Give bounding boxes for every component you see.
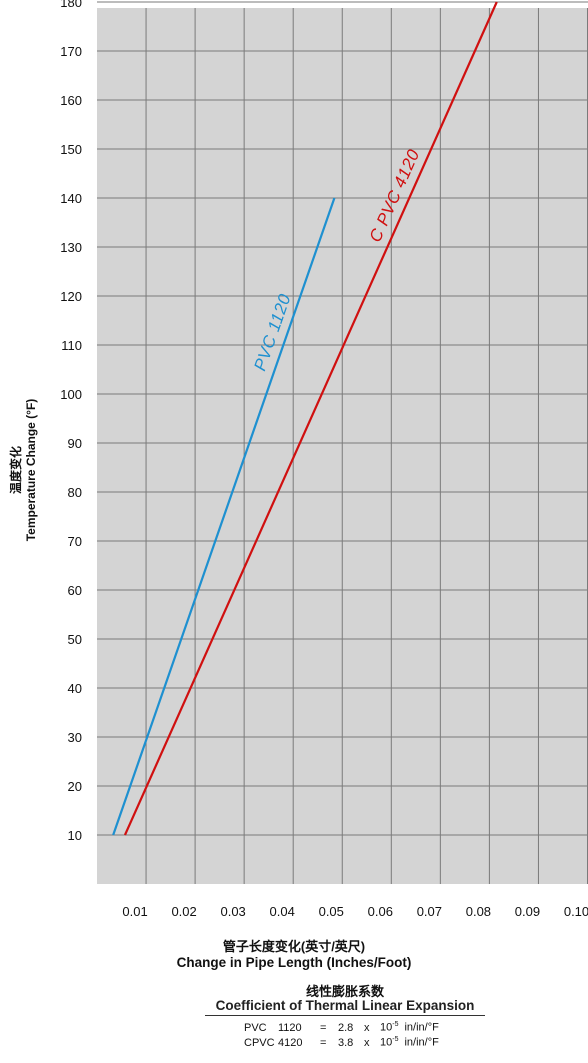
- coef-equals: =: [320, 1036, 327, 1049]
- coef-material: CPVC: [244, 1036, 275, 1049]
- y-tick-labels: 10 20 30 40 50 60 70 80 90 100 110 120 130 140 150 160 1…: [60, 0, 82, 843]
- coef-unit: in/in/°F: [404, 1021, 439, 1034]
- y-tick-label: 10: [68, 828, 82, 843]
- coefficient-title: Coefficient of Thermal Linear Expansion: [205, 998, 485, 1016]
- coefficient-row-cpvc: CPVC 4120 = 3.8 x 10-5 in/in/°F: [244, 1036, 439, 1049]
- coef-base: 10: [380, 1021, 393, 1034]
- y-tick-label: 80: [68, 485, 82, 500]
- y-axis-label-cn: 温度变化: [8, 446, 23, 494]
- coefficient-row-pvc: PVC 1120 = 2.8 x 10-5 in/in/°F: [244, 1021, 439, 1034]
- x-tick-label: 0.08: [466, 904, 491, 919]
- x-axis-label-en: Change in Pipe Length (Inches/Foot): [176, 955, 412, 970]
- y-axis-label-en: Temperature Change (°F): [24, 399, 38, 542]
- x-tick-label: 0.02: [171, 904, 196, 919]
- coef-value: 2.8: [338, 1021, 354, 1034]
- coef-times: x: [364, 1021, 370, 1034]
- series-line: [112, 197, 336, 836]
- x-tick-label: 0.01: [122, 904, 147, 919]
- coef-material: PVC: [244, 1021, 267, 1034]
- x-tick-label: 0.06: [368, 904, 393, 919]
- coef-times: x: [364, 1036, 370, 1049]
- coef-exponent: -5: [392, 1036, 399, 1043]
- y-tick-label: 100: [60, 387, 82, 402]
- x-tick-label: 0.10: [564, 904, 588, 919]
- y-tick-label: 170: [60, 44, 82, 59]
- y-tick-label: 90: [68, 436, 82, 451]
- y-tick-label: 30: [68, 730, 82, 745]
- y-tick-label: 120: [60, 289, 82, 304]
- y-tick-label: 150: [60, 142, 82, 157]
- y-tick-label: 60: [68, 583, 82, 598]
- coef-grade: 4120: [278, 1036, 303, 1049]
- y-tick-label: 40: [68, 681, 82, 696]
- coef-grade: 1120: [278, 1021, 302, 1034]
- y-tick-label: 130: [60, 240, 82, 255]
- x-tick-label: 0.09: [515, 904, 540, 919]
- y-axis-label: 温度变化 Temperature Change (°F): [8, 399, 38, 542]
- coef-exponent: -5: [392, 1021, 399, 1028]
- series-line: [123, 1, 498, 836]
- y-tick-label: 160: [60, 93, 82, 108]
- x-tick-label: 0.05: [319, 904, 344, 919]
- y-tick-label: 140: [60, 191, 82, 206]
- y-tick-label: 50: [68, 632, 82, 647]
- coef-value: 3.8: [338, 1036, 354, 1049]
- y-tick-label: 110: [61, 338, 82, 353]
- y-tick-label: 20: [68, 779, 82, 794]
- y-tick-label: 70: [68, 534, 82, 549]
- coef-unit: in/in/°F: [404, 1036, 439, 1049]
- coef-equals: =: [320, 1021, 327, 1034]
- y-tick-label: 180: [60, 0, 82, 10]
- x-axis-label-cn: 管子长度变化(英寸/英尺): [222, 939, 366, 954]
- coefficient-title-cn: 线性膨胀系数: [305, 984, 384, 999]
- x-tick-label: 0.04: [270, 904, 295, 919]
- x-tick-label: 0.03: [220, 904, 245, 919]
- x-tick-label: 0.07: [417, 904, 442, 919]
- coef-base: 10: [380, 1036, 393, 1049]
- series-lines: [112, 1, 498, 836]
- x-tick-labels: 0.01 0.02 0.03 0.04 0.05 0.06 0.07 0.08 0.09 0.10: [122, 904, 588, 919]
